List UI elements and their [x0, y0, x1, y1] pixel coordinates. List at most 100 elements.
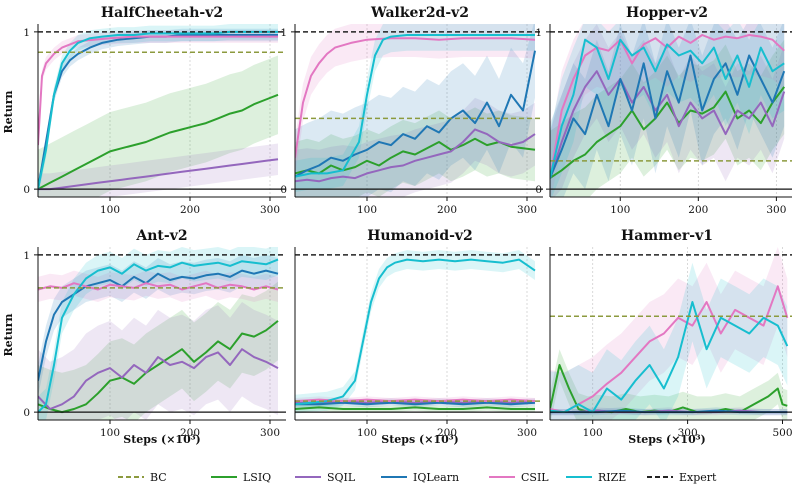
panel-title-3: Hopper-v2 — [626, 5, 708, 21]
legend-item-expert: Expert — [647, 471, 717, 484]
series-lsiq — [295, 406, 535, 410]
legend-item-iqlearn: IQLearn — [381, 471, 459, 484]
x-tick-label: 100 — [100, 427, 120, 439]
xlabel-2: Steps (×10³) — [381, 433, 459, 446]
series-csil — [295, 37, 536, 158]
series-csil — [38, 35, 278, 146]
series-rize — [295, 258, 536, 406]
y-tick-label: 1 — [280, 27, 287, 39]
plot-area — [550, 24, 786, 197]
band-csil — [550, 247, 788, 420]
x-tick-label: 200 — [180, 204, 200, 216]
xlabel-1: Steps (×10³) — [123, 433, 201, 446]
series-iqlearn — [295, 401, 536, 406]
x-tick-label: 300 — [678, 427, 698, 439]
legend-label: BC — [150, 471, 167, 484]
x-tick-label: 300 — [260, 204, 280, 216]
series-rize — [295, 34, 535, 178]
panel-title-6: Hammer-v1 — [621, 228, 713, 244]
band-sqil — [38, 302, 278, 420]
band-lsiq — [550, 349, 788, 420]
panel-title-2: Walker2d-v2 — [370, 5, 469, 21]
panel-4: 100 200 300 0 1 — [23, 247, 286, 439]
panel-3: 100 200 300 0 1 — [535, 24, 792, 216]
series-lsiq — [38, 320, 279, 414]
x-tick-label: 300 — [517, 204, 537, 216]
legend-item-csil: CSIL — [489, 471, 549, 484]
legend-label: CSIL — [521, 471, 549, 484]
band-csil — [295, 24, 535, 177]
x-tick-label: 100 — [610, 204, 630, 216]
plot-area — [38, 247, 279, 420]
x-tick-label: 200 — [437, 427, 457, 439]
panel-title-4: Ant-v2 — [135, 228, 187, 244]
legend-label: IQLearn — [413, 471, 459, 484]
plot-area — [295, 24, 536, 197]
panel-2: 100 200 300 0 1 — [280, 24, 543, 216]
ylabel-row-2: Return — [2, 313, 15, 356]
legend-label: RIZE — [598, 471, 626, 484]
legend-item-bc: BC — [118, 471, 167, 484]
x-tick-label: 500 — [772, 427, 792, 439]
series-iqlearn — [550, 54, 786, 179]
series-sqil — [38, 348, 279, 410]
x-tick-label: 100 — [583, 427, 603, 439]
series-sqil — [38, 158, 279, 191]
plot-area — [550, 247, 789, 420]
legend-item-lsiq: LSIQ — [211, 471, 271, 484]
band-csil — [550, 24, 785, 197]
x-tick-label: 100 — [357, 204, 377, 216]
panel-5: 100 200 300 — [294, 247, 543, 439]
series-sqil — [295, 128, 536, 183]
y-tick-label: 0 — [23, 184, 30, 196]
x-tick-label: 300 — [517, 427, 537, 439]
series-iqlearn — [38, 34, 278, 190]
ylabel-row-1: Return — [2, 90, 15, 133]
band-sqil — [550, 24, 785, 197]
x-tick-label: 200 — [180, 427, 200, 439]
series-csil — [38, 282, 279, 291]
y-tick-label: 0 — [23, 407, 30, 419]
panel-6: 100 300 500 — [549, 247, 793, 439]
band-rize — [295, 250, 535, 414]
y-tick-label: 1 — [23, 250, 30, 262]
y-tick-label: 1 — [535, 27, 542, 39]
series-lsiq — [295, 137, 536, 175]
legend-item-sqil: SQIL — [295, 471, 356, 484]
y-tick-label: 0 — [535, 184, 542, 196]
xlabel-3: Steps (×10³) — [628, 433, 706, 446]
series-sqil — [550, 70, 786, 179]
panel-title-5: Humanoid-v2 — [367, 228, 473, 244]
x-tick-label: 100 — [100, 204, 120, 216]
series-lsiq — [550, 86, 786, 179]
x-tick-label: 200 — [688, 204, 708, 216]
plot-area — [38, 24, 279, 197]
series-csil — [550, 285, 789, 414]
series-rize — [550, 38, 785, 179]
band-lsiq — [38, 55, 278, 197]
legend-item-rize: RIZE — [566, 471, 626, 484]
series-iqlearn — [38, 269, 279, 381]
x-tick-label: 300 — [260, 427, 280, 439]
plot-area — [295, 250, 536, 414]
band-iqlearn — [550, 24, 785, 197]
x-tick-label: 300 — [766, 204, 786, 216]
band-csil — [38, 30, 278, 152]
y-tick-label: 1 — [23, 27, 30, 39]
series-csil — [550, 34, 785, 179]
legend-label: SQIL — [327, 471, 356, 484]
panel-title-1: HalfCheetah-v2 — [101, 5, 223, 21]
band-rize — [550, 24, 785, 197]
legend: BC LSIQ SQIL IQLearn CSIL RIZE Expert — [118, 471, 717, 484]
band-rize — [38, 247, 278, 420]
y-tick-label: 0 — [280, 184, 287, 196]
x-tick-label: 200 — [437, 204, 457, 216]
x-tick-label: 100 — [357, 427, 377, 439]
legend-label: Expert — [679, 471, 717, 484]
series-lsiq — [38, 93, 279, 190]
series-rize — [38, 258, 279, 413]
band-lsiq — [38, 281, 278, 420]
